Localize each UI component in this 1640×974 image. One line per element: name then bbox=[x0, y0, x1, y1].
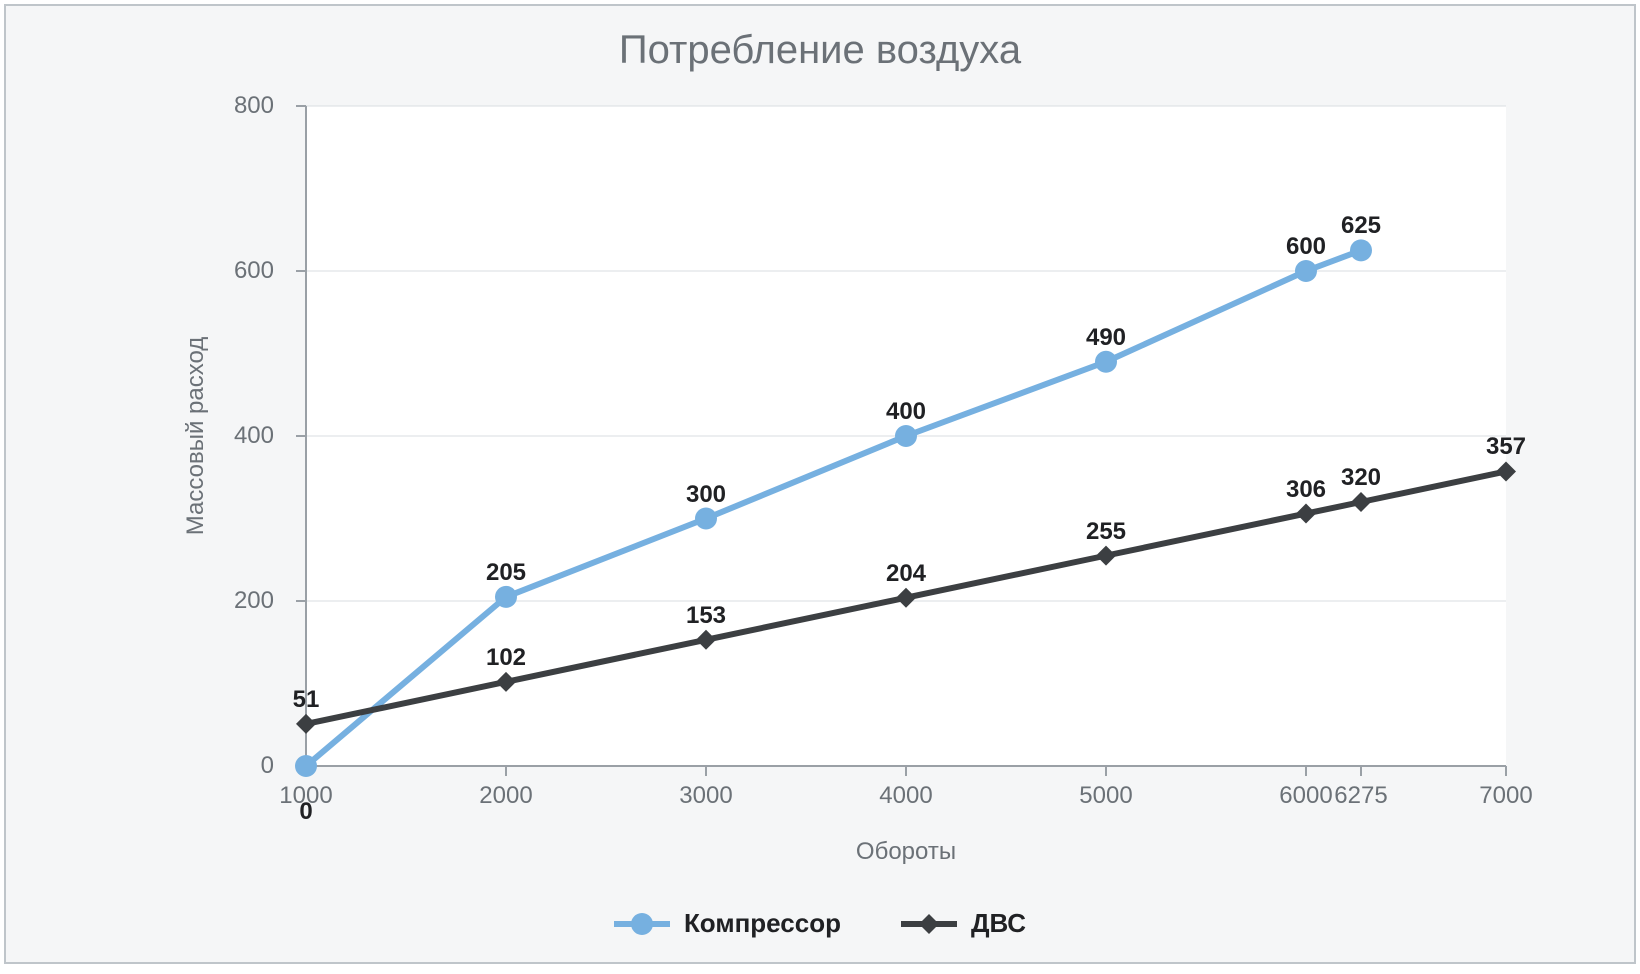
chart-frame: Потребление воздуха 02004006008001000200… bbox=[4, 4, 1636, 964]
series-marker bbox=[1351, 492, 1371, 512]
xtick-label: 3000 bbox=[679, 782, 732, 810]
legend-label: ДВС bbox=[971, 908, 1026, 939]
series-marker bbox=[1295, 260, 1317, 282]
xtick-label: 5000 bbox=[1079, 782, 1132, 810]
xtick-label: 2000 bbox=[479, 782, 532, 810]
series-marker bbox=[495, 586, 517, 608]
legend-swatch bbox=[901, 912, 957, 936]
xtick-label: 6000 bbox=[1279, 782, 1332, 810]
ytick-label: 200 bbox=[234, 587, 274, 615]
series-marker bbox=[496, 672, 516, 692]
legend-swatch bbox=[614, 912, 670, 936]
xtick-label: 6275 bbox=[1334, 782, 1387, 810]
series-marker bbox=[696, 630, 716, 650]
xtick-label: 1000 bbox=[279, 782, 332, 810]
legend-label: Компрессор bbox=[684, 908, 841, 939]
ytick-label: 600 bbox=[234, 257, 274, 285]
ytick-label: 0 bbox=[261, 752, 274, 780]
series-marker bbox=[1095, 351, 1117, 373]
xtick-label: 4000 bbox=[879, 782, 932, 810]
series-marker bbox=[295, 755, 317, 777]
legend-item: Компрессор bbox=[614, 908, 841, 939]
series-marker bbox=[1096, 546, 1116, 566]
xtick-label: 7000 bbox=[1479, 782, 1532, 810]
ytick-label: 800 bbox=[234, 92, 274, 120]
legend: Компрессор ДВС bbox=[6, 908, 1634, 939]
series-marker bbox=[1296, 504, 1316, 524]
ytick-label: 400 bbox=[234, 422, 274, 450]
series-marker bbox=[896, 588, 916, 608]
series-marker bbox=[695, 508, 717, 530]
series-marker bbox=[296, 714, 316, 734]
xaxis-title: Обороты bbox=[856, 838, 956, 866]
series-marker bbox=[895, 425, 917, 447]
yaxis-title: Массовый расход bbox=[182, 337, 210, 536]
legend-item: ДВС bbox=[901, 908, 1026, 939]
chart-plot-wrap: 0 200 400 600 800 1000 2000 3000 4000 5000 6000627… bbox=[6, 6, 1634, 962]
chart-svg bbox=[6, 6, 1640, 974]
series-marker bbox=[1350, 239, 1372, 261]
series-marker bbox=[1496, 461, 1516, 481]
